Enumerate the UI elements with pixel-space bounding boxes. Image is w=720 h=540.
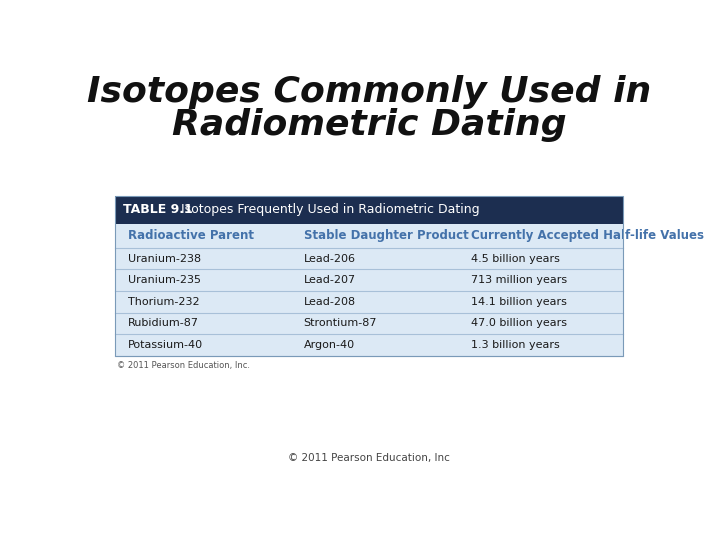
Text: Uranium-235: Uranium-235: [128, 275, 201, 285]
Text: Potassium-40: Potassium-40: [128, 340, 203, 350]
Text: TABLE 9.1: TABLE 9.1: [124, 203, 193, 216]
Text: Strontium-87: Strontium-87: [304, 319, 377, 328]
Text: Lead-206: Lead-206: [304, 254, 356, 264]
Text: © 2011 Pearson Education, Inc.: © 2011 Pearson Education, Inc.: [117, 361, 251, 370]
Text: Uranium-238: Uranium-238: [128, 254, 201, 264]
Text: Rubidium-87: Rubidium-87: [128, 319, 199, 328]
Text: © 2011 Pearson Education, Inc: © 2011 Pearson Education, Inc: [288, 453, 450, 463]
FancyBboxPatch shape: [115, 196, 623, 356]
Text: Argon-40: Argon-40: [304, 340, 355, 350]
Text: Currently Accepted Half-life Values: Currently Accepted Half-life Values: [471, 229, 704, 242]
Text: Isotopes Commonly Used in: Isotopes Commonly Used in: [87, 75, 651, 109]
Text: Lead-208: Lead-208: [304, 297, 356, 307]
Text: 14.1 billion years: 14.1 billion years: [471, 297, 567, 307]
Text: Radiometric Dating: Radiometric Dating: [171, 108, 567, 142]
Text: Radioactive Parent: Radioactive Parent: [128, 229, 254, 242]
Text: Stable Daughter Product: Stable Daughter Product: [304, 229, 469, 242]
Text: Thorium-232: Thorium-232: [128, 297, 199, 307]
Text: 1.3 billion years: 1.3 billion years: [471, 340, 560, 350]
Text: 4.5 billion years: 4.5 billion years: [471, 254, 560, 264]
Text: 713 million years: 713 million years: [471, 275, 567, 285]
FancyBboxPatch shape: [115, 196, 623, 224]
Text: 47.0 billion years: 47.0 billion years: [471, 319, 567, 328]
Text: Isotopes Frequently Used in Radiometric Dating: Isotopes Frequently Used in Radiometric …: [169, 203, 480, 216]
Text: Lead-207: Lead-207: [304, 275, 356, 285]
